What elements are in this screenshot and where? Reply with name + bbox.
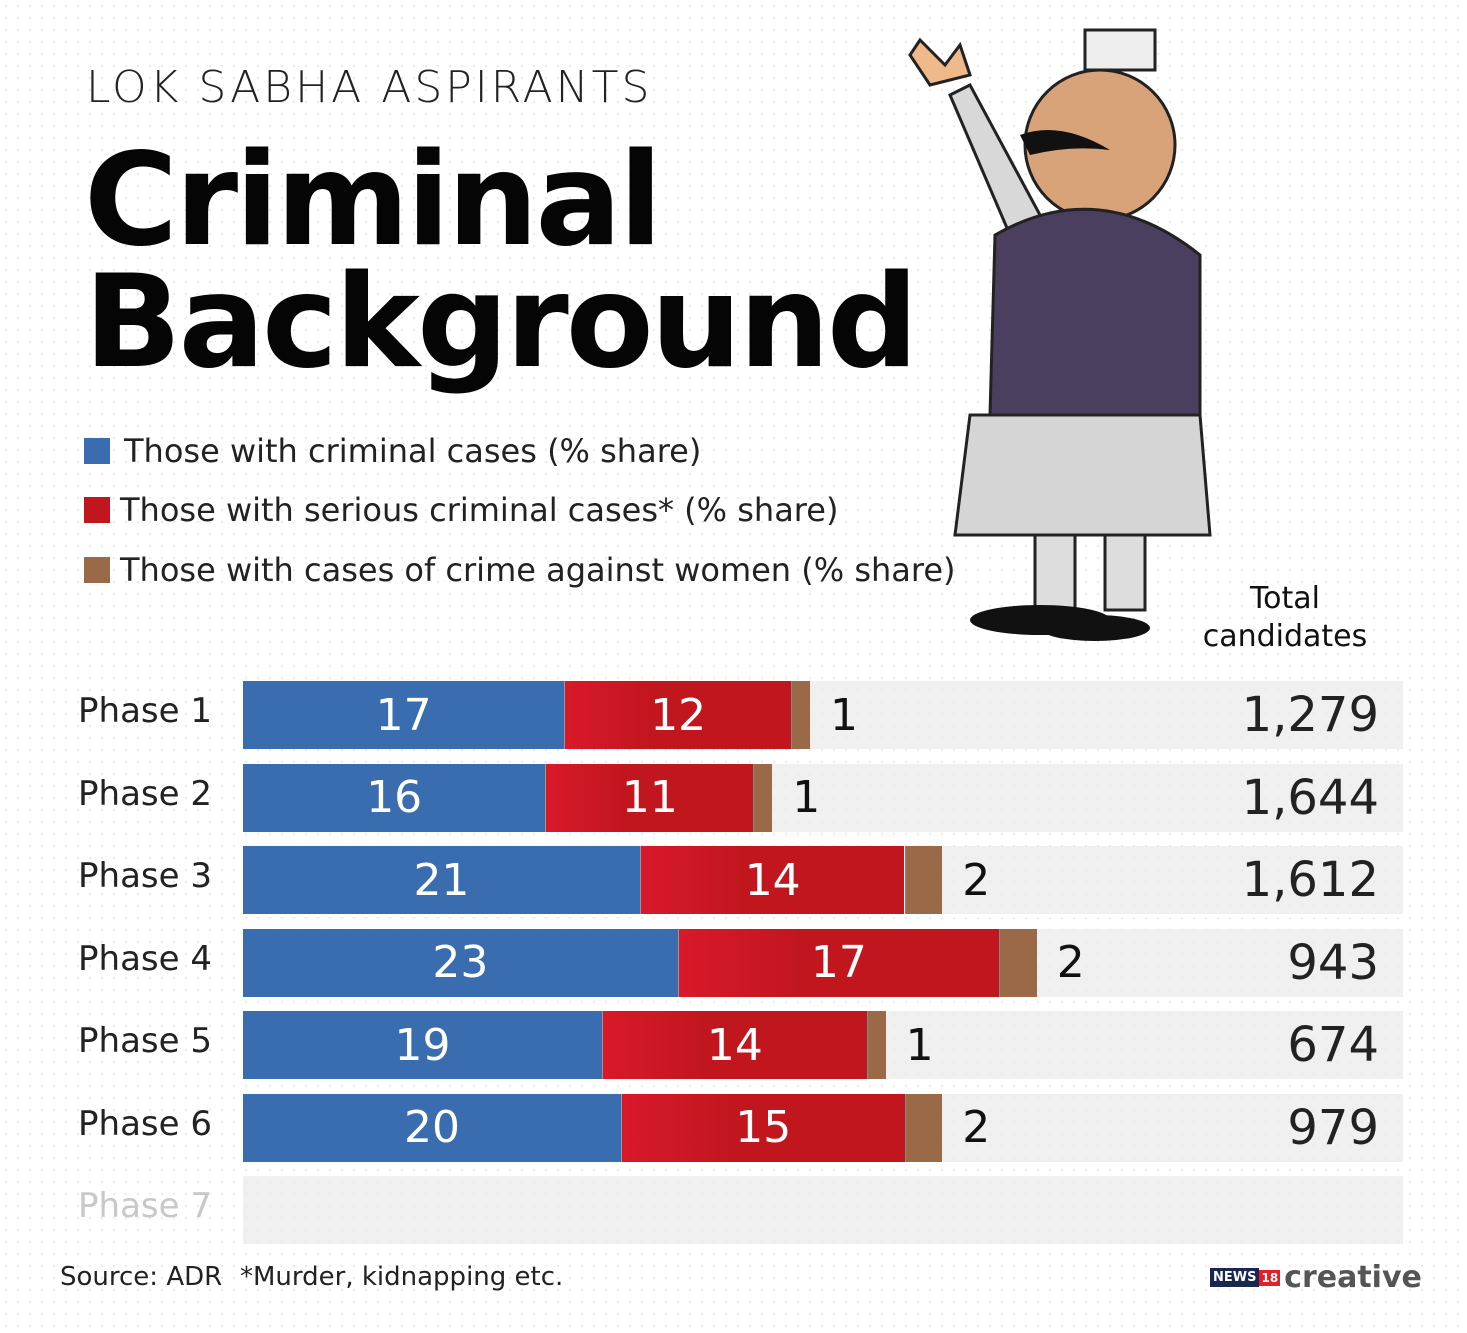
legend-label: Those with criminal cases (% share): [124, 432, 702, 470]
criminal-segment: 16: [243, 763, 546, 832]
women-segment: [999, 928, 1037, 997]
title-line-1: Criminal: [84, 126, 663, 275]
politician-cartoon-illustration: [908, 28, 1212, 641]
women-segment: [904, 846, 943, 914]
source-note: Source: ADR: [60, 1262, 223, 1292]
page-title: Criminal Background: [84, 126, 918, 397]
women-segment: [791, 681, 810, 749]
total-candidates-value: 674: [1287, 1017, 1379, 1073]
women-value-label: 1: [792, 772, 821, 823]
serious-segment: 15: [621, 1093, 905, 1162]
criminal-segment: 23: [243, 928, 678, 997]
logo-creative: creative: [1284, 1260, 1422, 1295]
serious-segment: 12: [564, 681, 792, 749]
legend-item-women: Those with cases of crime against women …: [84, 551, 956, 589]
logo-news: NEWS: [1210, 1268, 1260, 1287]
legend-swatch-brown: [84, 557, 110, 583]
total-header-line: candidates: [1202, 619, 1368, 654]
legend-label: Those with serious criminal cases* (% sh…: [120, 491, 839, 529]
criminal-segment: 17: [243, 681, 565, 749]
row-label: Phase 4: [78, 938, 212, 979]
total-header-line: Total: [1249, 581, 1321, 616]
legend-label: Those with cases of crime against women …: [120, 551, 956, 589]
serious-segment: 14: [639, 846, 905, 914]
women-value-label: 1: [905, 1019, 934, 1071]
total-candidates-value: 1,644: [1241, 769, 1379, 826]
total-candidates-value: 943: [1287, 934, 1379, 991]
total-candidates-value: 979: [1287, 1099, 1379, 1156]
row-label: Phase 3: [78, 856, 212, 896]
total-candidates-header: Total candidates: [1180, 580, 1390, 656]
row-label: Phase 5: [78, 1021, 212, 1061]
row-label: Phase 1: [78, 691, 212, 731]
news18-creative-logo: NEWS 18 creative: [1210, 1260, 1422, 1295]
logo-18: 18: [1259, 1269, 1281, 1286]
serious-segment: 17: [677, 928, 999, 997]
serious-segment: 14: [602, 1011, 867, 1079]
criminal-segment: 20: [243, 1093, 621, 1162]
legend-item-serious: Those with serious criminal cases* (% sh…: [84, 491, 838, 529]
legend-item-criminal: Those with criminal cases (% share): [84, 432, 701, 470]
women-segment: [866, 1011, 886, 1079]
women-value-label: 2: [1056, 937, 1085, 988]
women-value-label: 2: [962, 1102, 991, 1153]
row-background: [243, 1176, 1403, 1244]
women-value-label: 2: [962, 854, 991, 906]
row-label: Phase 7: [78, 1186, 212, 1226]
serious-segment: 11: [545, 763, 754, 832]
women-segment: [753, 763, 773, 832]
total-candidates-value: 1,612: [1241, 852, 1379, 908]
criminal-segment: 19: [243, 1011, 603, 1079]
title-line-2: Background: [84, 248, 918, 397]
row-label: Phase 2: [78, 773, 212, 814]
row-label: Phase 6: [78, 1103, 212, 1144]
legend-swatch-red: [84, 497, 110, 523]
total-candidates-value: 1,279: [1241, 687, 1379, 743]
women-value-label: 1: [830, 689, 858, 741]
criminal-segment: 21: [243, 846, 640, 914]
kicker: LOK SABHA ASPIRANTS: [86, 62, 653, 113]
women-segment: [904, 1093, 943, 1162]
footnote: *Murder, kidnapping etc.: [240, 1262, 564, 1292]
legend-swatch-blue: [84, 438, 110, 464]
